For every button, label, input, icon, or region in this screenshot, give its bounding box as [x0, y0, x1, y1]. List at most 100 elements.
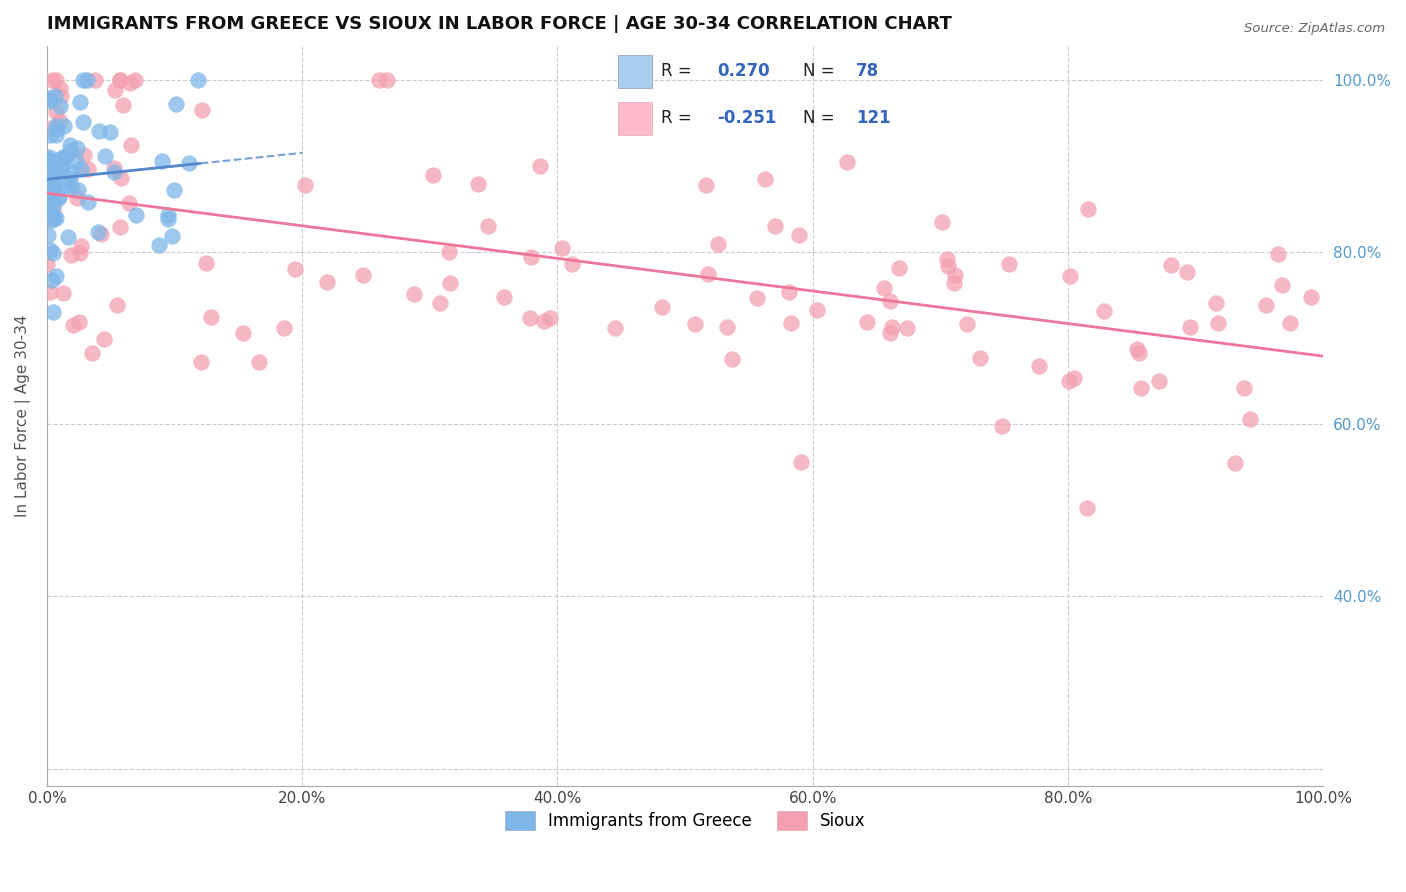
Text: R =: R =: [661, 62, 692, 80]
Point: [835, 155, 858, 169]
Point: [1076, 501, 1098, 516]
Point: [103, 165, 125, 179]
Point: [651, 300, 673, 314]
Point: [39, 206, 62, 220]
Point: [111, 97, 134, 112]
Y-axis label: In Labor Force | Age 30-34: In Labor Force | Age 30-34: [15, 315, 31, 517]
Point: [51, 160, 73, 174]
Point: [38, 152, 60, 166]
Text: Source: ZipAtlas.com: Source: ZipAtlas.com: [1244, 22, 1385, 36]
Text: IMMIGRANTS FROM GREECE VS SIOUX IN LABOR FORCE | AGE 30-34 CORRELATION CHART: IMMIGRANTS FROM GREECE VS SIOUX IN LABOR…: [46, 15, 952, 33]
Text: 78: 78: [856, 62, 879, 80]
Point: [89, 124, 111, 138]
Point: [422, 169, 444, 183]
Point: [69, 95, 91, 109]
Point: [806, 302, 828, 317]
Point: [44, 211, 66, 226]
Point: [1077, 202, 1099, 217]
Point: [873, 281, 896, 295]
Point: [56, 230, 79, 244]
Point: [60, 248, 83, 262]
Point: [62, 318, 84, 332]
Point: [943, 277, 966, 291]
Point: [150, 154, 173, 169]
Point: [52, 285, 75, 300]
Text: 0.270: 0.270: [717, 62, 769, 80]
Point: [956, 317, 979, 331]
Point: [76, 73, 98, 87]
Point: [46, 191, 69, 205]
Point: [42, 305, 65, 319]
Point: [943, 268, 966, 282]
Point: [1063, 371, 1085, 385]
Point: [162, 229, 184, 244]
Point: [745, 291, 768, 305]
Point: [37, 170, 59, 185]
Point: [37, 227, 59, 242]
Point: [65, 154, 87, 169]
Point: [66, 141, 89, 155]
Point: [1271, 278, 1294, 293]
Point: [66, 183, 89, 197]
Point: [39, 165, 62, 179]
Text: 121: 121: [856, 110, 890, 128]
Point: [53, 150, 76, 164]
Point: [70, 161, 93, 176]
Point: [780, 316, 803, 330]
Point: [42, 245, 65, 260]
Point: [1130, 381, 1153, 395]
Point: [118, 196, 141, 211]
Text: -0.251: -0.251: [717, 110, 776, 128]
Point: [1178, 320, 1201, 334]
Point: [148, 238, 170, 252]
Point: [59, 172, 82, 186]
Point: [38, 153, 60, 168]
Point: [561, 257, 583, 271]
Point: [42, 181, 65, 195]
Point: [60, 180, 83, 194]
Point: [76, 195, 98, 210]
Legend: Immigrants from Greece, Sioux: Immigrants from Greece, Sioux: [498, 804, 872, 837]
Point: [38, 195, 60, 210]
Point: [72, 73, 94, 87]
Point: [48, 189, 70, 203]
Point: [1028, 359, 1050, 373]
Point: [352, 268, 374, 282]
Point: [998, 257, 1021, 271]
Bar: [617, 55, 652, 87]
Point: [969, 351, 991, 365]
Point: [1256, 298, 1278, 312]
Point: [39, 172, 62, 186]
Point: [683, 317, 706, 331]
Point: [80, 346, 103, 360]
Point: [429, 296, 451, 310]
Point: [44, 89, 66, 103]
Point: [38, 203, 60, 218]
Point: [98, 125, 121, 139]
Point: [84, 73, 107, 87]
Point: [39, 187, 62, 202]
Point: [696, 267, 718, 281]
Point: [707, 237, 730, 252]
Point: [108, 73, 131, 87]
Point: [72, 115, 94, 129]
Point: [41, 273, 63, 287]
Point: [59, 144, 82, 158]
Point: [232, 326, 254, 340]
Point: [1147, 374, 1170, 388]
Point: [59, 137, 82, 152]
Point: [38, 180, 60, 194]
Point: [108, 220, 131, 235]
Point: [879, 326, 901, 340]
Point: [70, 239, 93, 253]
Point: [284, 262, 307, 277]
Bar: [617, 102, 652, 135]
Point: [879, 294, 901, 309]
Point: [39, 211, 62, 226]
Point: [931, 215, 953, 229]
Point: [605, 321, 627, 335]
Point: [49, 164, 72, 178]
Text: N =: N =: [803, 110, 835, 128]
Point: [889, 261, 911, 276]
Point: [121, 137, 143, 152]
